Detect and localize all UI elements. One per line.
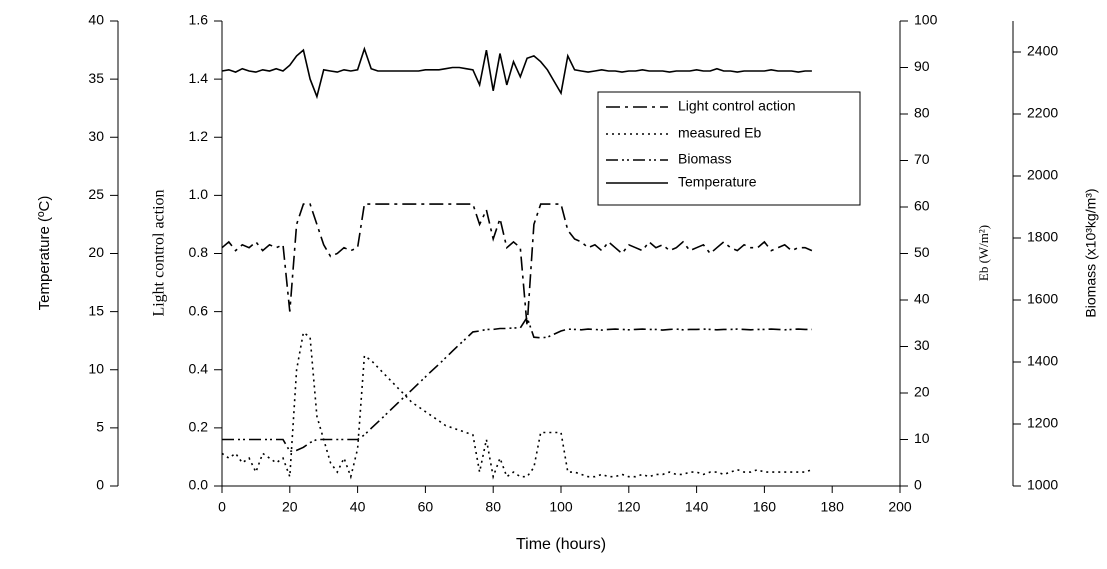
x-tick-label: 120	[617, 499, 641, 515]
y-axis-label: Light control action	[151, 189, 168, 316]
y4-tick-label: 2000	[1027, 167, 1058, 183]
y-tick-label: 0.6	[189, 302, 209, 318]
y2-tick-label: 50	[914, 244, 930, 260]
y3-tick-label: 20	[88, 244, 104, 260]
legend-label: measured Eb	[678, 125, 761, 141]
series-line	[221, 203, 813, 327]
y2-tick-label: 100	[914, 12, 938, 28]
y-tick-label: 0.0	[189, 477, 209, 493]
y-tick-label: 0.8	[189, 244, 209, 260]
y-tick-label: 1.2	[189, 128, 209, 144]
y2-tick-label: 60	[914, 198, 930, 214]
x-tick-label: 160	[753, 499, 777, 515]
y2-tick-label: 0	[914, 477, 922, 493]
y3-tick-label: 30	[88, 128, 104, 144]
legend-label: Light control action	[678, 98, 796, 114]
legend-box	[597, 91, 861, 206]
biomass-axis-label: Biomass (x10³kg/m³)	[1083, 188, 1099, 317]
x-tick-label: 60	[418, 499, 434, 515]
y2-tick-label: 40	[914, 291, 930, 307]
legend-label: Temperature	[678, 174, 757, 190]
x-tick-label: 100	[549, 499, 573, 515]
y-tick-label: 0.2	[189, 419, 209, 435]
y-tick-label: 1.4	[189, 70, 209, 86]
x-tick-label: 20	[282, 499, 298, 515]
x-tick-label: 140	[685, 499, 709, 515]
y3-tick-label: 5	[96, 419, 104, 435]
x-axis-label: Time (hours)	[516, 536, 606, 553]
y4-tick-label: 2400	[1027, 43, 1058, 59]
x-tick-label: 180	[821, 499, 845, 515]
y4-tick-label: 1600	[1027, 291, 1058, 307]
y-tick-label: 1.6	[189, 12, 209, 28]
y2-tick-label: 10	[914, 430, 930, 446]
y3-tick-label: 35	[88, 70, 104, 86]
y2-tick-label: 30	[914, 337, 930, 353]
y4-tick-label: 1200	[1027, 415, 1058, 431]
y3-tick-label: 40	[88, 12, 104, 28]
y3-tick-label: 0	[96, 477, 104, 493]
legend-label: Biomass	[678, 151, 732, 167]
x-tick-label: 40	[350, 499, 366, 515]
y-tick-label: 0.4	[189, 360, 209, 376]
y2-tick-label: 70	[914, 151, 930, 167]
y4-tick-label: 1000	[1027, 477, 1058, 493]
y4-tick-label: 2200	[1027, 105, 1058, 121]
temperature-axis-label: Temperature (ºC)	[36, 196, 53, 311]
y2-tick-label: 20	[914, 384, 930, 400]
eb-axis-label: Eb (W/m²)	[976, 225, 991, 281]
y3-tick-label: 25	[88, 186, 104, 202]
y2-tick-label: 90	[914, 58, 930, 74]
y4-tick-label: 1800	[1027, 229, 1058, 245]
series-line	[221, 331, 813, 480]
x-tick-label: 0	[218, 499, 226, 515]
series-line	[221, 46, 812, 100]
x-tick-label: 200	[888, 499, 912, 515]
x-tick-label: 80	[485, 499, 501, 515]
y3-tick-label: 10	[88, 360, 104, 376]
y4-tick-label: 1400	[1027, 353, 1058, 369]
y2-tick-label: 80	[914, 105, 930, 121]
series-line	[222, 315, 812, 453]
y-tick-label: 1.0	[189, 186, 209, 202]
y3-tick-label: 15	[88, 302, 104, 318]
